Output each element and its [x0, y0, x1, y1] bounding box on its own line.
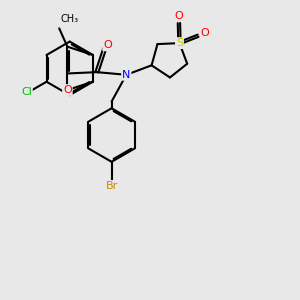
Text: O: O [174, 11, 183, 21]
Text: Cl: Cl [21, 87, 32, 97]
Text: Br: Br [106, 181, 118, 191]
Text: CH₃: CH₃ [61, 14, 79, 24]
Text: O: O [103, 40, 112, 50]
Text: N: N [122, 70, 130, 80]
Text: O: O [63, 85, 72, 95]
Text: O: O [201, 28, 209, 38]
Text: S: S [176, 38, 183, 48]
